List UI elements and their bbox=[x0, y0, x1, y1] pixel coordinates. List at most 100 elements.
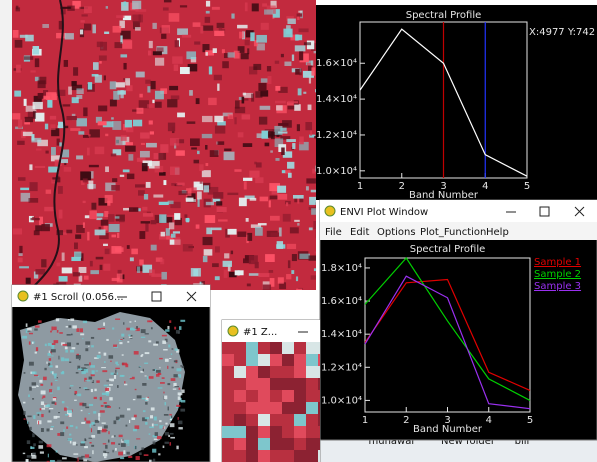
texture-patch bbox=[173, 388, 176, 389]
texture-patch bbox=[104, 402, 107, 404]
texture-patch bbox=[237, 232, 246, 237]
texture-patch bbox=[137, 395, 142, 398]
texture-patch bbox=[268, 131, 273, 138]
texture-patch bbox=[146, 182, 151, 188]
texture-patch bbox=[27, 328, 32, 331]
texture-patch bbox=[119, 419, 121, 420]
texture-patch bbox=[57, 460, 61, 462]
texture-patch bbox=[160, 144, 168, 153]
texture-patch bbox=[168, 123, 175, 132]
texture-patch bbox=[169, 320, 171, 323]
texture-patch bbox=[29, 387, 32, 391]
texture-patch bbox=[297, 124, 300, 131]
texture-patch bbox=[15, 40, 23, 48]
texture-patch bbox=[100, 410, 105, 412]
zoom-pixel bbox=[294, 426, 306, 438]
texture-patch bbox=[111, 373, 114, 375]
texture-patch bbox=[70, 318, 74, 320]
texture-patch bbox=[152, 424, 154, 427]
texture-patch bbox=[97, 355, 101, 358]
texture-patch bbox=[64, 358, 69, 361]
texture-patch bbox=[69, 388, 71, 389]
texture-patch bbox=[311, 67, 315, 75]
texture-patch bbox=[28, 198, 38, 203]
texture-patch bbox=[42, 398, 43, 399]
zoom-pixel bbox=[246, 414, 258, 426]
texture-patch bbox=[62, 267, 73, 273]
texture-patch bbox=[93, 62, 99, 70]
texture-patch bbox=[149, 269, 155, 275]
texture-patch bbox=[95, 147, 105, 155]
zoom-pixel bbox=[282, 390, 294, 402]
texture-patch bbox=[63, 429, 64, 432]
texture-patch bbox=[147, 397, 148, 398]
texture-patch bbox=[41, 401, 44, 405]
texture-patch bbox=[145, 402, 147, 405]
texture-patch bbox=[27, 455, 31, 458]
texture-patch bbox=[162, 377, 165, 379]
texture-patch bbox=[157, 47, 164, 52]
zoom-pixel bbox=[294, 390, 306, 402]
texture-patch bbox=[83, 459, 87, 461]
texture-patch bbox=[24, 418, 26, 419]
texture-patch bbox=[115, 368, 120, 369]
texture-patch bbox=[134, 351, 139, 354]
texture-patch bbox=[91, 435, 95, 438]
texture-patch bbox=[163, 180, 166, 185]
texture-patch bbox=[68, 438, 72, 441]
texture-patch bbox=[20, 35, 28, 38]
texture-patch bbox=[214, 116, 223, 122]
texture-patch bbox=[179, 326, 181, 330]
menu-item[interactable]: Help bbox=[486, 227, 509, 238]
texture-patch bbox=[44, 368, 46, 370]
texture-patch bbox=[80, 20, 84, 22]
texture-patch bbox=[84, 364, 89, 365]
texture-patch bbox=[103, 453, 107, 456]
texture-patch bbox=[98, 328, 101, 330]
texture-patch bbox=[85, 380, 90, 381]
texture-patch bbox=[84, 418, 86, 421]
texture-patch bbox=[194, 41, 200, 44]
texture-patch bbox=[111, 185, 120, 191]
texture-patch bbox=[224, 253, 229, 258]
zoom-pixel bbox=[282, 426, 294, 438]
texture-patch bbox=[193, 22, 201, 27]
texture-patch bbox=[262, 3, 267, 6]
texture-patch bbox=[174, 237, 180, 245]
zoom-pixel bbox=[222, 402, 234, 414]
texture-patch bbox=[217, 141, 224, 145]
texture-patch bbox=[57, 330, 59, 333]
texture-patch bbox=[117, 233, 119, 238]
texture-patch bbox=[183, 244, 193, 251]
texture-patch bbox=[309, 255, 317, 260]
texture-patch bbox=[32, 398, 34, 400]
texture-patch bbox=[246, 218, 249, 222]
texture-patch bbox=[239, 198, 247, 207]
texture-patch bbox=[229, 115, 232, 118]
texture-patch bbox=[286, 274, 291, 279]
texture-patch bbox=[96, 257, 104, 260]
x-tick-label: 5 bbox=[524, 181, 530, 192]
texture-patch bbox=[66, 426, 68, 428]
texture-patch bbox=[27, 416, 31, 418]
menu-item[interactable]: File bbox=[325, 227, 342, 238]
texture-patch bbox=[78, 131, 84, 134]
zoom-pixel bbox=[246, 366, 258, 378]
texture-patch bbox=[24, 372, 26, 374]
zoom-pixel bbox=[258, 378, 270, 390]
texture-patch bbox=[102, 370, 107, 372]
texture-patch bbox=[75, 234, 81, 238]
texture-patch bbox=[108, 440, 110, 443]
menu-item[interactable]: Plot_Function bbox=[420, 227, 486, 238]
texture-patch bbox=[145, 400, 148, 401]
texture-patch bbox=[50, 124, 55, 130]
menu-item[interactable]: Options bbox=[377, 227, 416, 238]
texture-patch bbox=[125, 78, 130, 85]
texture-patch bbox=[91, 428, 92, 432]
menu-item[interactable]: Edit bbox=[350, 227, 369, 238]
texture-patch bbox=[124, 381, 125, 383]
texture-patch bbox=[184, 214, 187, 217]
texture-patch bbox=[45, 344, 47, 346]
texture-patch bbox=[96, 213, 103, 216]
texture-patch bbox=[178, 191, 187, 195]
